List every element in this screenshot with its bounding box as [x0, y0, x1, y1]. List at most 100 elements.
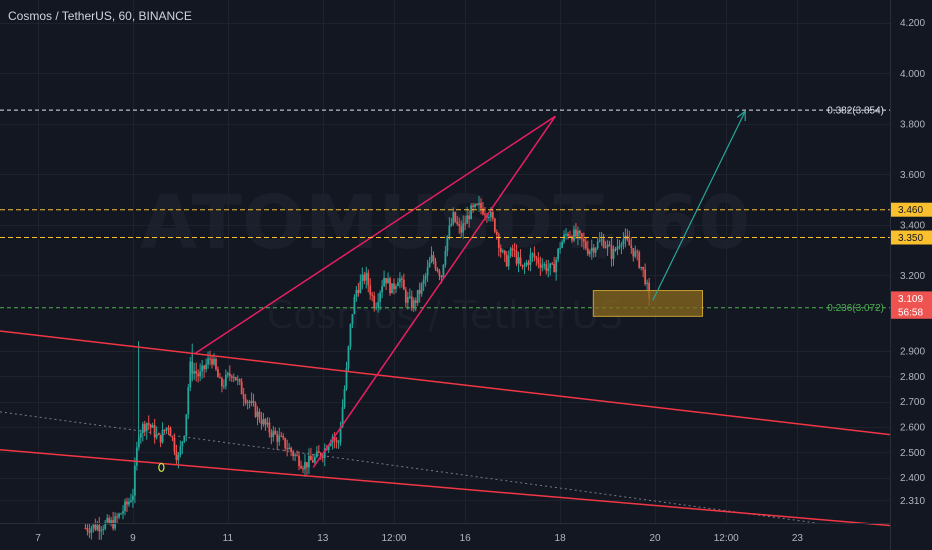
candle-body	[321, 457, 324, 459]
candle-body	[547, 268, 550, 271]
candle-body	[464, 223, 467, 225]
time-axis[interactable]: 7 9 11 13 12:00 16 18 20 12:00 23	[35, 533, 803, 544]
time-tick-label: 16	[460, 533, 472, 544]
candle-body	[365, 272, 368, 281]
candle-body	[145, 423, 148, 431]
candle-body	[132, 495, 134, 501]
candle-body	[634, 251, 637, 257]
candle-body	[470, 205, 473, 220]
candle-body	[404, 289, 407, 303]
candle-body	[203, 365, 206, 370]
candle-body	[636, 251, 639, 253]
candle-body	[171, 436, 174, 438]
candle-body	[440, 275, 443, 278]
candle-body	[610, 245, 613, 259]
candle-body	[499, 247, 502, 252]
candle-body	[278, 435, 281, 442]
candle-body	[549, 263, 552, 269]
candle-body	[238, 379, 241, 382]
candle-body	[226, 373, 229, 375]
candle-body	[292, 451, 295, 456]
candle-body	[478, 203, 480, 205]
candle-body	[337, 442, 340, 444]
candle-body	[90, 528, 93, 533]
candle-body	[232, 377, 235, 379]
candle-body	[173, 437, 176, 452]
price-tick-label: 3.600	[900, 170, 925, 181]
candle-body	[592, 247, 595, 253]
candle-body	[618, 246, 621, 248]
candle-body	[622, 239, 625, 245]
candle-body	[402, 279, 405, 290]
candle-body	[280, 435, 283, 437]
candle-body	[620, 244, 623, 247]
candle-body	[215, 358, 217, 370]
candle-body	[361, 274, 364, 282]
candle-body	[126, 501, 128, 505]
candle-body	[527, 262, 530, 265]
candle-body	[446, 236, 449, 252]
candle-body	[588, 251, 591, 255]
candle-body	[153, 425, 156, 438]
candle-body	[600, 239, 603, 241]
candle-body	[177, 454, 180, 461]
candle-body	[341, 407, 344, 428]
candle-body	[493, 218, 496, 232]
candle-body	[432, 255, 435, 262]
candle-body	[426, 267, 429, 276]
time-tick-label: 20	[649, 533, 661, 544]
candle-body	[414, 300, 417, 303]
candle-body	[537, 258, 540, 264]
candle-body	[86, 528, 89, 531]
candle-body	[628, 239, 631, 246]
candle-body	[638, 252, 641, 268]
candle-body	[183, 435, 186, 442]
candle-body	[408, 296, 411, 298]
candle-body	[118, 513, 120, 518]
candle-body	[482, 208, 484, 215]
time-tick-label: 18	[555, 533, 567, 544]
price-label: 3.109	[898, 294, 923, 305]
candle-body	[359, 281, 362, 293]
candle-body	[569, 236, 571, 238]
candle-body	[397, 282, 399, 287]
candle-body	[262, 419, 265, 425]
candle-body	[497, 234, 500, 248]
candle-body	[444, 251, 447, 265]
pivot-marker	[158, 462, 165, 473]
candle-body	[488, 217, 490, 219]
candle-body	[391, 283, 393, 294]
candle-body	[517, 257, 520, 264]
candle-body	[367, 272, 370, 286]
price-tick-label: 2.700	[900, 397, 925, 408]
candle-body	[323, 448, 326, 458]
candle-body	[495, 231, 498, 235]
time-tick-label: 23	[792, 533, 804, 544]
price-tick-label: 4.000	[900, 69, 925, 80]
candle-body	[400, 278, 403, 280]
candle-body	[472, 205, 474, 207]
candle-body	[458, 223, 461, 227]
candle-body	[211, 358, 213, 365]
candle-body	[108, 518, 111, 524]
channel-lower-line	[0, 448, 891, 527]
candle-body	[632, 248, 635, 257]
candle-body	[205, 364, 207, 370]
candle-body	[410, 296, 413, 309]
candle-body	[124, 501, 126, 512]
candle-body	[381, 286, 384, 293]
candle-body	[128, 501, 130, 505]
candle-body	[573, 229, 575, 241]
candle-body	[244, 398, 247, 403]
chart-title: Cosmos / TetherUS, 60, BINANCE	[8, 9, 192, 23]
candle-body	[539, 263, 542, 268]
watermark-name: Cosmos / TetherUS	[267, 293, 624, 337]
candle-body	[553, 263, 556, 273]
candle-body	[385, 277, 387, 284]
candle-body	[545, 264, 548, 271]
candle-body	[319, 453, 322, 458]
candle-body	[450, 223, 453, 226]
candle-body	[246, 401, 249, 403]
price-axis[interactable]: 4.200 4.000 3.800 3.600 3.400 3.200 2.900 2.800…	[891, 18, 932, 507]
